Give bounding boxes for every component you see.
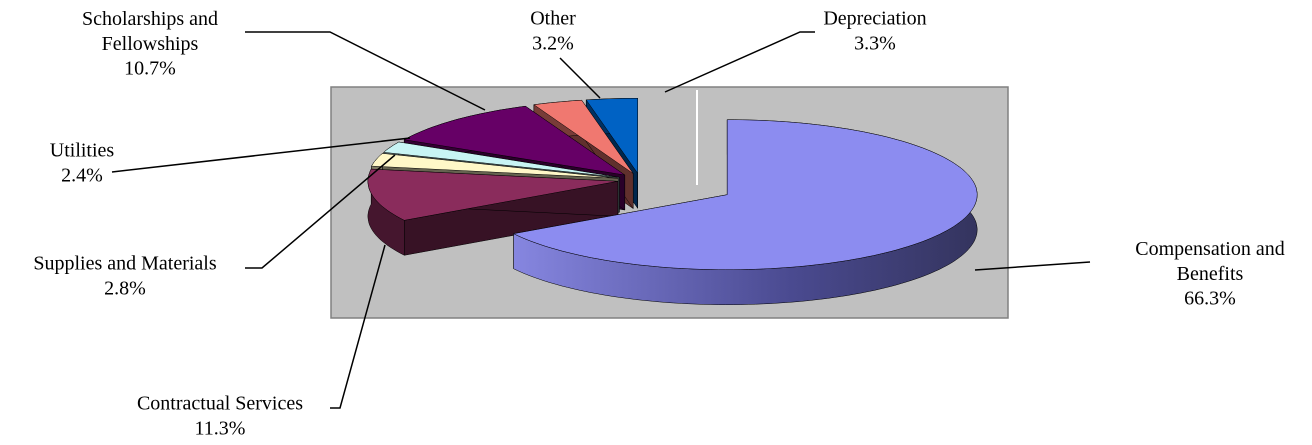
slice-label: Compensation and Benefits — [1135, 238, 1284, 285]
value-label: 3.2% — [532, 33, 574, 55]
leader-line — [330, 244, 386, 409]
value-label: 66.3% — [1184, 288, 1236, 310]
slice-label: Scholarships and Fellowships — [82, 8, 218, 55]
leader-line — [974, 261, 1091, 271]
slice-label: Depreciation — [823, 8, 926, 30]
pie-slice — [383, 141, 620, 178]
value-label: 11.3% — [195, 418, 246, 440]
value-label: 3.3% — [854, 33, 896, 55]
pie-slice — [367, 168, 618, 221]
leader-line — [245, 154, 396, 269]
pie-slice — [585, 98, 638, 175]
slice-label: Other — [530, 8, 576, 30]
slice-label: Supplies and Materials — [33, 253, 217, 275]
pie-slice — [512, 119, 978, 270]
slice-label: Utilities — [50, 140, 115, 162]
pie-slice — [371, 153, 619, 179]
value-label: 2.4% — [61, 165, 103, 187]
value-label: 10.7% — [124, 58, 176, 80]
leader-line — [559, 57, 601, 99]
pie-slice — [533, 99, 634, 174]
leader-line — [245, 31, 486, 111]
leader-line — [111, 137, 411, 173]
pie-slice — [403, 105, 625, 176]
slice-label: Contractual Services — [137, 393, 303, 415]
leader-line — [664, 31, 815, 93]
value-label: 2.8% — [104, 278, 146, 300]
